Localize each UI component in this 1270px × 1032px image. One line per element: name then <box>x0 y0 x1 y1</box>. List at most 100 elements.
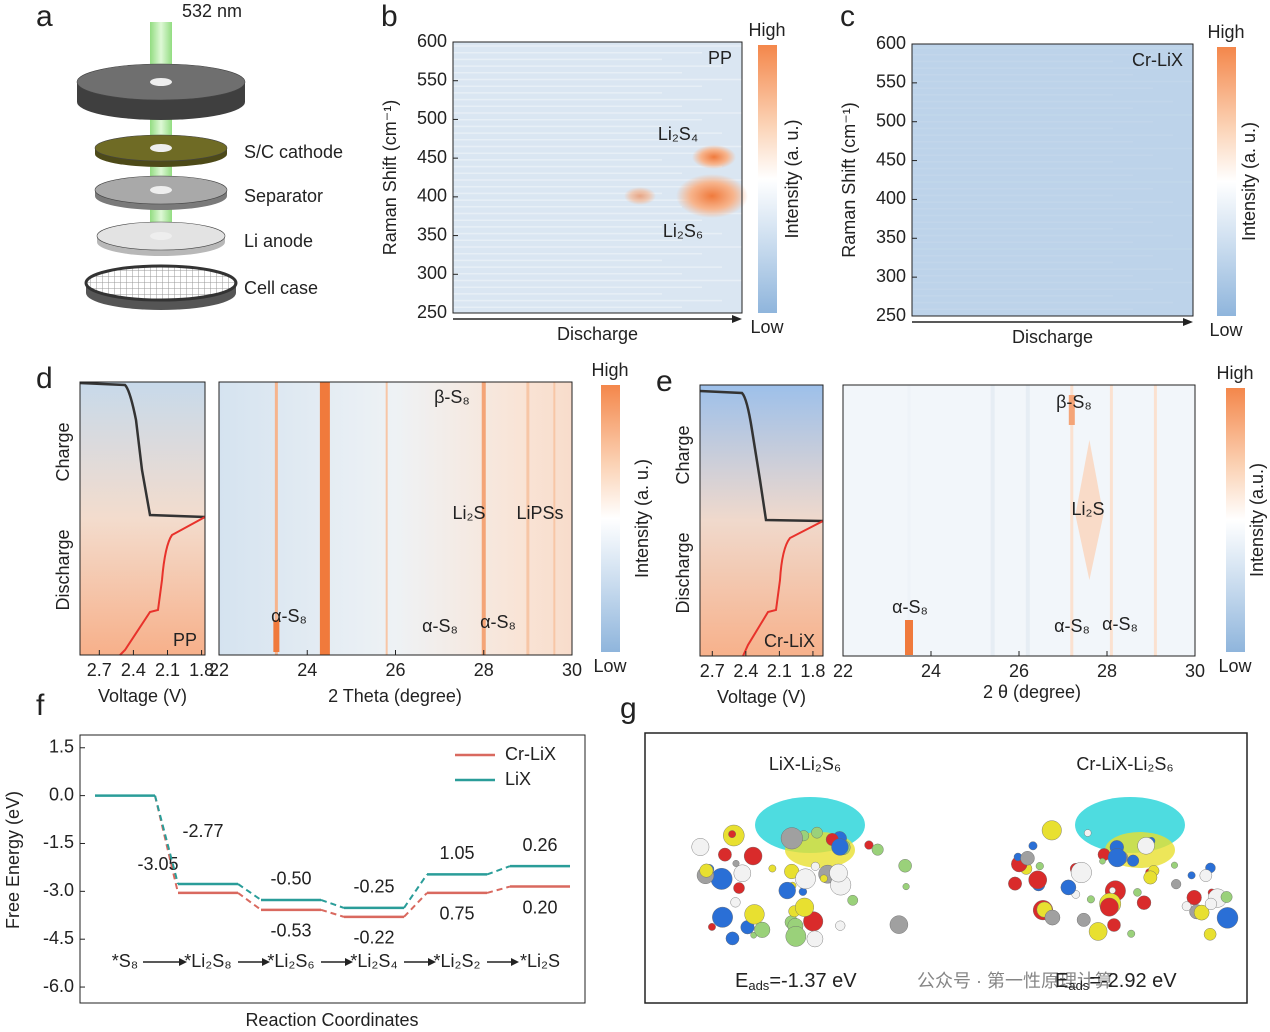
y-tick-label: 1.5 <box>49 737 74 757</box>
atom <box>730 897 741 908</box>
x-tick-label: 2.7 <box>87 660 112 680</box>
xrd-stripe <box>1153 385 1157 656</box>
atom <box>1086 895 1095 904</box>
x-tick-label: 1.8 <box>800 661 825 681</box>
x-tick-label: 2.4 <box>733 661 758 681</box>
current-collector-hole <box>150 78 172 86</box>
y-tick-label: 300 <box>876 266 906 286</box>
atom <box>1127 929 1136 938</box>
atom <box>768 864 777 873</box>
atom <box>1216 907 1239 929</box>
x-tick-label: 28 <box>1097 661 1117 681</box>
atom <box>1107 918 1121 932</box>
atom <box>1186 890 1202 906</box>
colorbar <box>1217 47 1236 316</box>
y-tick-label: 250 <box>417 302 447 322</box>
atom <box>1044 909 1061 926</box>
x-tick-label: 22 <box>833 661 853 681</box>
atom <box>718 847 732 862</box>
atom <box>1204 897 1218 910</box>
y-tick-label: 550 <box>417 69 447 89</box>
atom <box>795 868 816 890</box>
component-label: Cell case <box>244 278 318 298</box>
x-axis-label: Voltage (V) <box>98 686 187 706</box>
annotation: α-S₈ <box>480 612 516 632</box>
energy-subscript: ads <box>748 978 769 993</box>
annotation: β-S₈ <box>1056 392 1092 412</box>
adsorption-energy: Eads=-1.37 eV <box>735 970 857 993</box>
x-tick-label: 22 <box>209 660 229 680</box>
x-tick-label: 30 <box>1185 661 1205 681</box>
xrd-stripe <box>1070 385 1074 656</box>
component-label: Li anode <box>244 231 313 251</box>
colorbar-low: Low <box>1218 656 1252 676</box>
legend-label: LiX <box>505 769 531 789</box>
connector <box>154 795 179 885</box>
state-label: Discharge <box>53 529 73 610</box>
atom <box>810 861 820 871</box>
category-label: *Li₂S <box>520 951 560 971</box>
arrow-head <box>1183 318 1193 326</box>
x-tick-label: 2.7 <box>700 661 725 681</box>
connector <box>320 908 345 918</box>
structure-title: Cr-LiX-Li₂S₆ <box>1076 754 1173 774</box>
x-tick-label: 24 <box>921 661 941 681</box>
wavelength: 532 nm <box>182 1 242 21</box>
colorbar <box>1226 388 1245 652</box>
atom <box>1137 837 1155 855</box>
atom <box>1127 854 1140 867</box>
atom <box>1020 851 1035 866</box>
heatmap <box>912 44 1193 316</box>
xrd-stripe <box>319 382 330 655</box>
atom <box>732 860 740 867</box>
state-label: Discharge <box>673 532 693 613</box>
value-label: 0.75 <box>439 904 474 924</box>
y-tick-label: 350 <box>417 224 447 244</box>
x-axis-label: 2 θ (degree) <box>983 682 1081 702</box>
atom <box>699 863 714 878</box>
atom <box>1203 928 1217 941</box>
plot-frame <box>452 41 743 314</box>
y-tick-label: -1.5 <box>43 832 74 852</box>
atom <box>811 826 823 839</box>
atom <box>1035 862 1044 871</box>
atom <box>794 897 814 917</box>
connector <box>237 883 262 901</box>
atom <box>1193 904 1210 921</box>
colorbar-high: High <box>591 360 628 380</box>
colorbar-low: Low <box>1209 320 1243 340</box>
annotation: β-S₈ <box>434 387 470 407</box>
annotation: α-S₈ <box>422 616 458 636</box>
energy-subscript: ads <box>1068 978 1089 993</box>
colorbar <box>758 45 777 313</box>
sample-tag: PP <box>173 630 197 650</box>
charge-curve <box>79 381 206 519</box>
y-tick-label: -4.5 <box>43 928 74 948</box>
annotation: Li₂S₆ <box>663 221 703 241</box>
y-tick-label: 450 <box>876 149 906 169</box>
adsorption-energy: Eads=-2.92 eV <box>1055 970 1177 993</box>
component-label: S/C cathode <box>244 142 343 162</box>
anode-disk-hole <box>150 232 172 240</box>
panel-letter: c <box>840 0 855 33</box>
colorbar-high: High <box>1207 22 1244 42</box>
atom <box>1143 870 1158 885</box>
atom <box>1070 862 1092 883</box>
y-tick-label: 550 <box>876 72 906 92</box>
plot-frame <box>699 384 824 657</box>
x-axis-label: Discharge <box>557 324 638 344</box>
value-label: -0.22 <box>353 928 394 948</box>
connector <box>486 885 511 894</box>
component-label: Separator <box>244 186 323 206</box>
xrd-stripe <box>553 382 556 655</box>
atom <box>831 838 849 856</box>
atom <box>743 846 763 866</box>
connector <box>237 892 262 911</box>
y-tick-label: 600 <box>417 31 447 51</box>
atom <box>780 827 803 850</box>
x-tick-label: 26 <box>1009 661 1029 681</box>
atom <box>898 859 912 873</box>
y-axis-label: Raman Shift (cm⁻¹) <box>839 102 859 258</box>
x-tick-label: 2.1 <box>155 660 180 680</box>
